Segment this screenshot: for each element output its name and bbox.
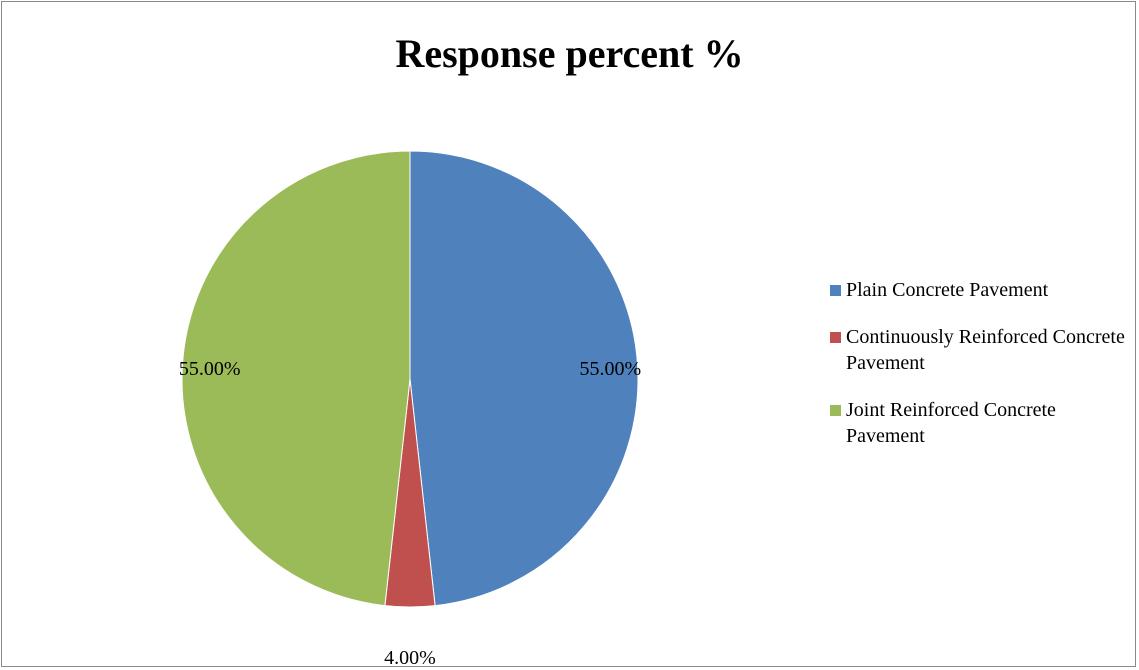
legend-swatch-joint-reinforced	[830, 405, 841, 416]
chart-title: Response percent %	[395, 31, 744, 76]
pie-slice-joint-reinforced	[181, 150, 411, 607]
legend-label-plain: Plain Concrete Pavement	[846, 279, 1049, 301]
pie-slice-plain	[409, 150, 639, 607]
legend-swatch-continuously-reinforced	[830, 332, 841, 343]
legend-item-joint-reinforced: Joint Reinforced Concrete Pavement	[829, 397, 1129, 449]
legend-item-continuously-reinforced: Continuously Reinforced Concrete Pavemen…	[829, 324, 1129, 376]
chart-legend: Plain Concrete Pavement Continuously Rei…	[829, 277, 1129, 449]
data-label-continuously-reinforced: 4.00%	[384, 647, 436, 668]
legend-item-plain: Plain Concrete Pavement	[829, 277, 1129, 303]
data-label-plain: 55.00%	[579, 358, 641, 380]
data-label-joint-reinforced: 55.00%	[179, 358, 241, 380]
legend-swatch-plain	[830, 285, 841, 296]
legend-label-continuously-reinforced: Continuously Reinforced Concrete Pavemen…	[846, 326, 1125, 374]
legend-label-joint-reinforced: Joint Reinforced Concrete Pavement	[846, 399, 1056, 447]
